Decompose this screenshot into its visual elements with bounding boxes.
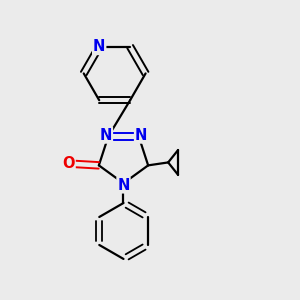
Text: N: N: [93, 39, 105, 54]
Text: O: O: [62, 156, 75, 171]
Text: N: N: [117, 178, 130, 193]
Text: N: N: [100, 128, 112, 143]
Text: N: N: [135, 128, 147, 143]
